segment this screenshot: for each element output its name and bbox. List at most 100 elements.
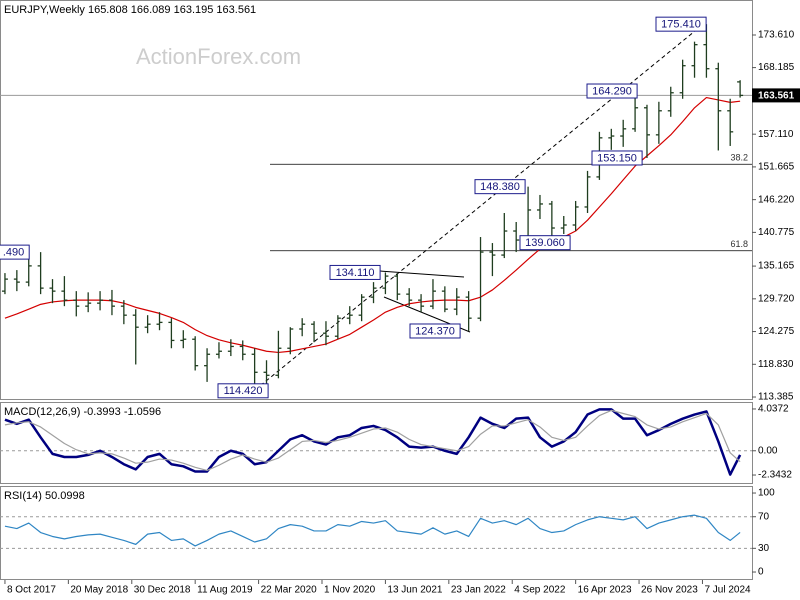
ohlc-bar <box>346 306 353 325</box>
last-price-label: 163.561 <box>758 91 795 102</box>
ohlc-bar <box>73 291 80 317</box>
ohlc-bar <box>227 339 234 357</box>
panel-frame <box>0 402 753 484</box>
ohlc-bar <box>691 41 698 78</box>
ohlc-bar <box>311 321 318 343</box>
x-tick-label: 20 May 2018 <box>70 585 128 596</box>
ohlc-bar <box>287 327 294 355</box>
indicator-line <box>4 514 741 547</box>
trend-line <box>254 21 707 391</box>
ohlc-bar <box>299 318 306 337</box>
ohlc-bar <box>358 294 365 322</box>
y-tick-label: 100 <box>758 488 775 499</box>
ohlc-bar <box>97 291 104 311</box>
ohlc-bar <box>13 270 20 292</box>
ohlc-bar <box>322 321 329 346</box>
x-tick-label: 1 Nov 2020 <box>324 585 376 596</box>
ohlc-bar <box>536 194 543 219</box>
ohlc-bar <box>37 252 44 295</box>
ohlc-bar <box>61 276 68 307</box>
x-tick-label: 11 Aug 2019 <box>197 585 253 596</box>
annotation-box <box>586 83 638 99</box>
last-price-box <box>752 88 800 103</box>
ohlc-bar <box>715 62 722 151</box>
x-tick-label: 16 Apr 2023 <box>578 585 632 596</box>
ohlc-bar <box>608 128 615 150</box>
y-tick-label: 118.830 <box>758 359 794 370</box>
ohlc-bar <box>108 289 115 316</box>
y-tick-label: 0 <box>758 567 764 578</box>
annotation-label: 153.150 <box>597 152 637 164</box>
triangle-upper <box>379 270 465 278</box>
y-tick-label: 129.720 <box>758 293 795 304</box>
indicator-line <box>4 409 741 472</box>
ohlc-bar <box>263 360 270 385</box>
panel-title: RSI(14) 50.0998 <box>4 490 85 502</box>
annotation-box <box>0 244 30 260</box>
indicator-line <box>4 96 741 354</box>
panel-title: EURJPY,Weekly 165.808 166.089 163.195 16… <box>4 4 256 16</box>
ohlc-bar <box>192 336 199 371</box>
y-tick-label: 157.110 <box>758 129 794 140</box>
ohlc-bar <box>120 300 127 325</box>
ohlc-bar <box>453 288 460 316</box>
x-tick-label: 8 Oct 2017 <box>7 585 56 596</box>
ohlc-bar <box>477 237 484 322</box>
ohlc-bar <box>560 215 567 235</box>
annotation-box <box>655 16 707 32</box>
panel-title: MACD(12,26,9) -0.3993 -1.0596 <box>4 406 161 418</box>
annotation-box <box>329 264 381 280</box>
ohlc-bar <box>239 340 246 361</box>
y-tick-label: 140.775 <box>758 227 795 238</box>
ohlc-bar <box>465 291 472 331</box>
x-tick-label: 7 Jul 2024 <box>704 585 751 596</box>
y-tick-label: 173.610 <box>758 30 795 41</box>
ohlc-bar <box>132 309 139 365</box>
ohlc-bar <box>584 170 591 213</box>
ohlc-bar <box>501 212 508 259</box>
ohlc-bar <box>49 279 56 304</box>
annotation-box <box>409 323 461 339</box>
ohlc-bar <box>441 286 448 313</box>
y-tick-label: 135.165 <box>758 261 795 272</box>
ohlc-bar <box>370 282 377 304</box>
x-tick-label: 22 Mar 2020 <box>261 585 318 596</box>
level-label: 61.8 <box>730 239 748 249</box>
y-tick-label: 70 <box>758 511 770 522</box>
x-tick-label: 13 Jun 2021 <box>387 585 442 596</box>
x-tick-label: 26 Nov 2023 <box>641 585 698 596</box>
ohlc-bar <box>513 222 520 253</box>
annotation-label: 134.110 <box>336 267 375 279</box>
ohlc-bar <box>156 312 163 331</box>
ohlc-bar <box>737 80 744 98</box>
y-tick-label: 168.185 <box>758 62 795 73</box>
annotation-box <box>591 150 643 166</box>
annotation-label: 114.420 <box>224 385 263 397</box>
y-tick-label: -2.3432 <box>758 470 792 481</box>
annotation-label: 164.290 <box>592 85 632 97</box>
annotation-label: 175.410 <box>661 19 701 31</box>
ohlc-bar <box>1 273 8 295</box>
level-label: 38.2 <box>730 153 748 163</box>
y-tick-label: 4.0372 <box>758 404 789 415</box>
y-tick-label: 124.275 <box>758 326 795 337</box>
ohlc-bar <box>215 342 222 359</box>
indicator-line <box>4 408 742 476</box>
ohlc-bar <box>643 104 650 158</box>
annotation-label: 148.380 <box>480 181 520 193</box>
ohlc-bar <box>382 272 389 295</box>
ohlc-bar <box>572 200 579 232</box>
ohlc-bar <box>334 315 341 340</box>
y-tick-label: 146.220 <box>758 194 795 205</box>
ohlc-bar <box>275 330 282 379</box>
y-tick-label: 113.385 <box>758 392 794 403</box>
ohlc-bar <box>418 294 425 313</box>
ohlc-bar <box>429 279 436 310</box>
ohlc-bar <box>406 288 413 307</box>
annotation-label: 139.060 <box>525 237 565 249</box>
ohlc-bar <box>144 315 151 334</box>
ohlc-bar <box>655 101 662 144</box>
y-tick-label: 0.00 <box>758 445 778 456</box>
